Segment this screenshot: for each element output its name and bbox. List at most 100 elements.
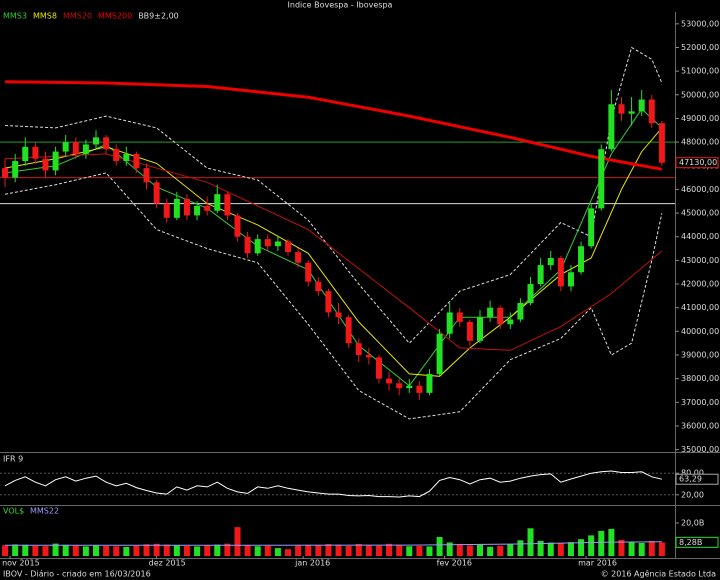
volume-bar [537, 540, 544, 556]
candle-body [477, 317, 483, 341]
volume-bar [305, 544, 312, 556]
candle-body [32, 146, 39, 159]
y-tick-label: 80,00 [681, 469, 704, 478]
volume-bar [153, 543, 160, 556]
volume-bar [416, 545, 423, 556]
volume-bar [204, 545, 211, 556]
y-tick-label: 48000,00 [681, 138, 719, 147]
candle-body [628, 111, 635, 114]
y-tick-label: 20,0B [681, 519, 704, 528]
candle-body [466, 321, 473, 341]
candle-body [406, 385, 413, 389]
candle-body [517, 302, 524, 320]
candle-body [416, 385, 423, 393]
volume-bar [406, 546, 413, 556]
volume-bar [264, 545, 271, 556]
footer-right: © 2016 Agência Estado Ltda [601, 569, 717, 579]
volume-bar [285, 549, 291, 556]
volume-bar [52, 543, 59, 556]
volume-bar [62, 544, 69, 556]
volume-bar [345, 545, 352, 556]
y-tick-label: 44000,00 [681, 232, 719, 241]
volume-bar [386, 543, 393, 556]
volume-bar [224, 543, 231, 556]
volume-bar [466, 545, 473, 556]
volume-bar [244, 545, 251, 556]
last-value-marker [675, 157, 719, 169]
candle-body [335, 312, 342, 318]
y-tick-label: 38000,00 [681, 374, 719, 383]
volume-bar [173, 545, 180, 556]
y-tick-label: 39000,00 [681, 351, 719, 360]
candle-body [547, 258, 554, 266]
volume-bar [42, 546, 49, 556]
last-value-marker [675, 536, 719, 548]
legend-entry: MMS20 [63, 12, 92, 21]
volume-bar [426, 546, 433, 556]
legend-entry: MMS8 [33, 12, 57, 21]
candle-body [224, 194, 231, 216]
legend-entry: MMS200 [98, 12, 132, 21]
volume-bar [123, 546, 130, 556]
candle-body [487, 307, 494, 318]
volume-bar [32, 545, 39, 556]
volume-bar [598, 530, 605, 556]
volume-bar [375, 545, 382, 556]
candle-body [396, 383, 403, 389]
volume-bar [103, 545, 110, 556]
chart-title: Indice Bovespa - Ibovespa [288, 1, 393, 10]
volume-bar [658, 542, 665, 556]
candle-body [578, 246, 585, 273]
volume-bar [315, 545, 322, 556]
candle-body [274, 241, 281, 247]
candle-body [386, 378, 393, 384]
moving-average [5, 153, 663, 351]
candle-body [285, 241, 291, 253]
volume-bar [507, 544, 514, 556]
candle-body [2, 168, 9, 178]
candle-body [345, 317, 352, 344]
y-tick-label: 40000,00 [681, 327, 719, 336]
last-value-label: 47130,00 [679, 158, 717, 167]
y-tick-label: 53000,00 [681, 19, 719, 28]
volume-bar [113, 546, 120, 556]
candle-body [426, 373, 433, 393]
volume-bar [456, 544, 463, 556]
volume-bar [93, 545, 99, 556]
candle-body [244, 236, 251, 254]
candle-body [214, 194, 221, 211]
volume-bar [628, 541, 635, 556]
volume-bar [22, 544, 29, 556]
volume-bar [355, 543, 362, 556]
moving-average [5, 127, 663, 377]
volume-bar [325, 544, 332, 556]
candle-body [355, 343, 362, 356]
candle-body [113, 149, 120, 162]
y-tick-label: 41000,00 [681, 303, 719, 312]
volume-average [5, 541, 662, 546]
x-tick-label: fev 2016 [437, 559, 472, 568]
volume-bar [194, 546, 201, 556]
volume-bar [446, 542, 453, 556]
volume-bar [365, 545, 372, 556]
volume-bar [547, 542, 554, 556]
candle-body [527, 284, 534, 303]
footer-left: IBOV - Diário - criado em 16/03/2016 [3, 570, 151, 579]
volume-bar [396, 544, 403, 556]
y-tick-label: 45000,00 [681, 209, 719, 218]
candle-body [72, 142, 79, 154]
volume-bar [143, 544, 150, 556]
y-tick-label: 20,00 [681, 490, 704, 499]
volume-bar [2, 545, 9, 556]
candle-body [456, 312, 463, 322]
candle-body [295, 252, 302, 263]
y-tick-label: 46000,00 [681, 185, 719, 194]
candle-body [264, 239, 271, 247]
candle-body [234, 215, 241, 237]
candle-body [497, 307, 504, 325]
candle-body [658, 123, 665, 163]
y-tick-label: 52000,00 [681, 43, 719, 52]
candle-body [567, 272, 574, 287]
candle-body [608, 104, 615, 150]
